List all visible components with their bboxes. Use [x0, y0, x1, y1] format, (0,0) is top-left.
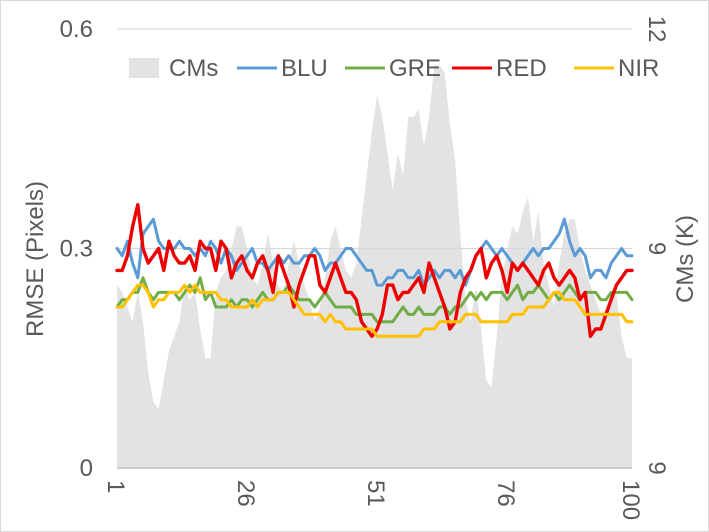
series-cms-area	[117, 65, 632, 468]
x-tick-label: 26	[232, 480, 259, 507]
area-layer	[117, 65, 632, 468]
left-tick-label: 0.3	[60, 236, 93, 263]
legend-cms-swatch	[129, 58, 159, 78]
x-tick-label: 100	[617, 480, 644, 520]
x-tick-label: 76	[492, 480, 519, 507]
left-tick-label: 0	[80, 455, 93, 482]
left-axis-title: RMSE (Pixels)	[22, 181, 49, 337]
x-tick-label: 51	[362, 480, 389, 507]
right-tick-label: 9	[643, 242, 670, 255]
x-tick-label: 1	[102, 480, 129, 493]
legend-gre-label: GRE	[389, 55, 441, 82]
legend-nir-label: NIR	[618, 55, 659, 82]
legend: CMs BLU GRE RED NIR	[129, 55, 659, 82]
series-nir-line	[115, 283, 634, 338]
series-gre-line	[115, 276, 634, 324]
x-axis-ticks: 1 26 51 76 100	[102, 480, 644, 520]
series-blu-line	[115, 217, 634, 287]
legend-cms-label: CMs	[169, 55, 218, 82]
left-axis-ticks: 0 0.3 0.6	[60, 16, 93, 482]
right-tick-label: 9	[643, 461, 670, 474]
legend-blu-label: BLU	[281, 55, 328, 82]
series-lines	[115, 202, 634, 338]
legend-red-label: RED	[496, 55, 547, 82]
right-axis-title: CMs (K)	[672, 215, 699, 303]
right-axis-ticks: 9 9 12	[643, 16, 670, 475]
right-tick-label: 12	[643, 16, 670, 43]
left-tick-label: 0.6	[60, 16, 93, 43]
